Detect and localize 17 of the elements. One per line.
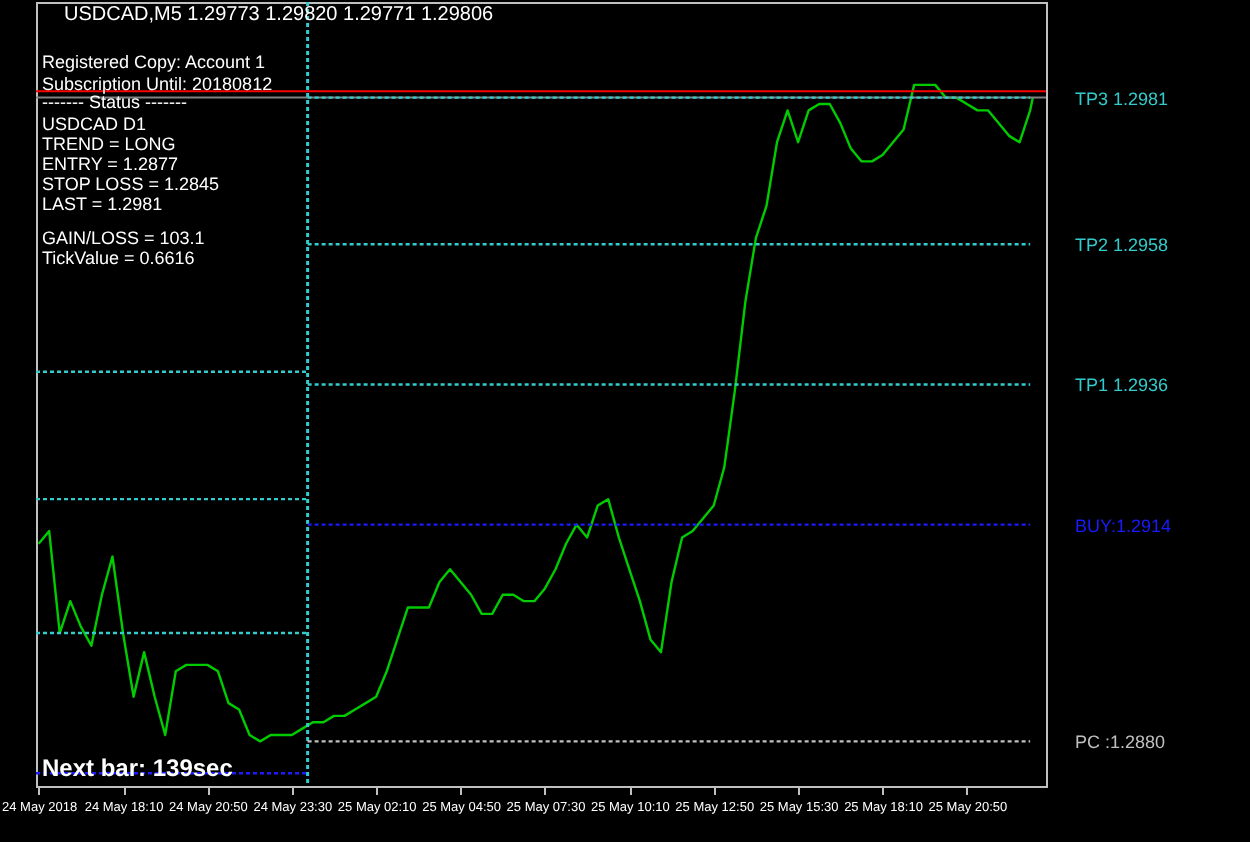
annotation: LAST = 1.2981 xyxy=(42,194,163,214)
y-tick-label: TP1 1.2936 xyxy=(1075,375,1169,396)
annotation: GAIN/LOSS = 103.1 xyxy=(42,228,205,248)
chart-title: USDCAD,M5 1.29773 1.29820 1.29771 1.29806 xyxy=(64,4,495,26)
annotation: ------- Status ------- xyxy=(42,92,187,112)
annotation: TickValue = 0.6616 xyxy=(42,248,195,268)
y-tick-label: TP2 1.2958 xyxy=(1075,235,1169,256)
annotation: STOP LOSS = 1.2845 xyxy=(42,174,219,194)
annotation: ENTRY = 1.2877 xyxy=(42,154,178,174)
y-tick-label: BUY:1.2914 xyxy=(1075,515,1172,536)
annotation: USDCAD D1 xyxy=(42,114,147,134)
annotation: Registered Copy: Account 1 xyxy=(42,52,266,72)
y-tick-label: TP3 1.2981 xyxy=(1075,88,1169,109)
annotation: Subscription Until: 20180812 xyxy=(42,74,273,94)
y-tick-label: PC :1.2880 xyxy=(1075,732,1166,753)
annotation: Next bar: 139sec xyxy=(42,754,234,782)
annotation: TREND = LONG xyxy=(42,134,176,154)
